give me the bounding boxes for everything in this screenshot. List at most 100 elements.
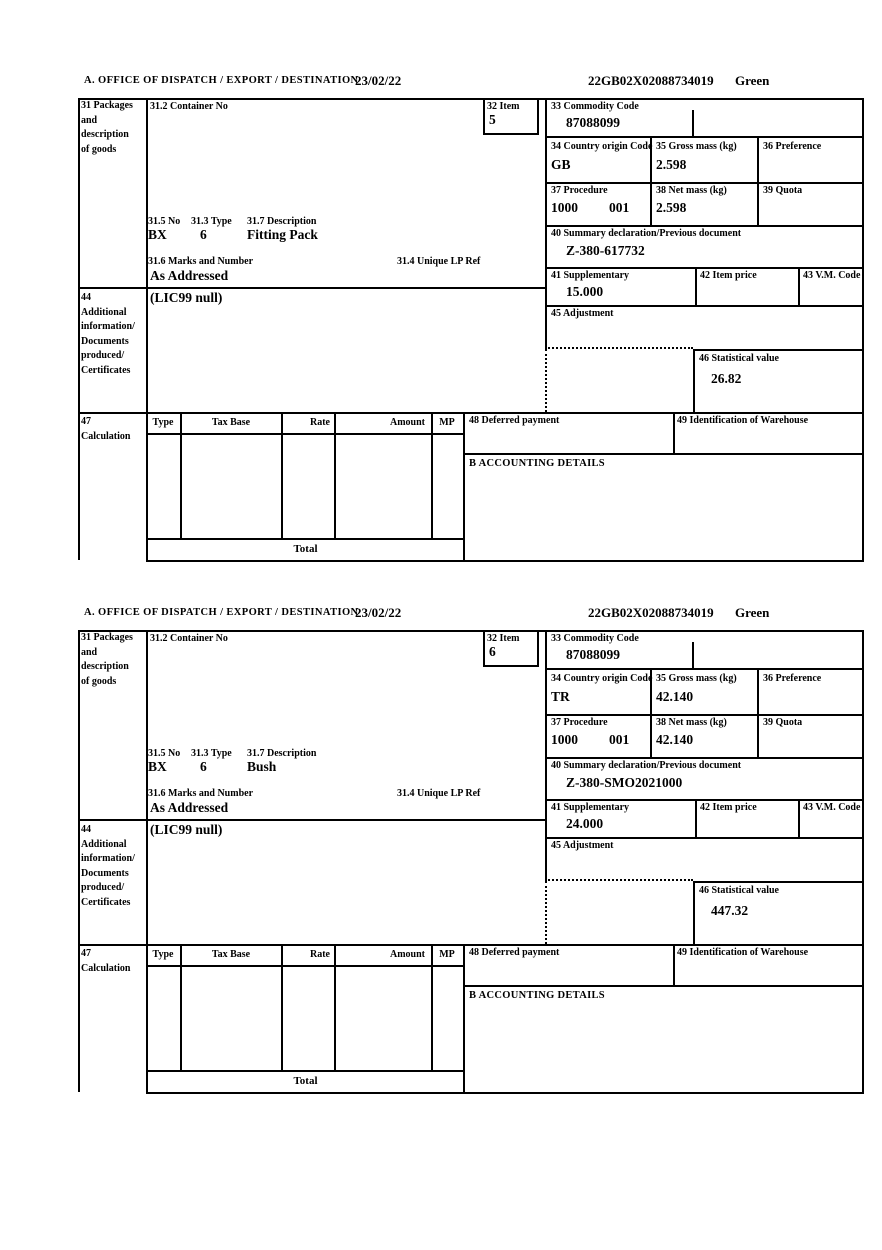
box32-item-box — [483, 630, 539, 667]
border-line — [673, 412, 675, 453]
marks-label: 31.6 Marks and Number — [148, 256, 254, 267]
calc-col-mp: MP — [439, 417, 455, 428]
calc-col-rate: Rate — [310, 949, 330, 960]
box31-packages-label: 31 Packages and description of goods — [81, 100, 133, 155]
commodity-code-label: 33 Commodity Code — [551, 101, 639, 112]
item-number-label: 32 Item — [487, 633, 520, 644]
box32-item-box — [483, 98, 539, 135]
border-line — [545, 714, 864, 716]
additional-info-value: (LIC99 null) — [150, 822, 223, 837]
gross-mass-label: 35 Gross mass (kg) — [656, 673, 737, 684]
net-mass-value: 2.598 — [656, 200, 687, 215]
border-line — [545, 305, 864, 307]
border-line — [78, 287, 547, 289]
previous-document-value: Z-380-SMO2021000 — [566, 775, 683, 790]
commodity-code-divider — [692, 110, 694, 138]
previous-document-label: 40 Summary declaration/Previous document — [551, 760, 742, 771]
dotted-border-line — [545, 349, 547, 412]
net-mass-value: 42.140 — [656, 732, 694, 747]
border-line — [281, 412, 283, 538]
border-line — [650, 136, 652, 225]
package-no-value: BX — [148, 759, 167, 774]
calc-col-type: Type — [152, 417, 174, 428]
border-line — [545, 182, 864, 184]
border-line — [545, 837, 864, 839]
country-origin-label: 34 Country origin Code — [551, 673, 653, 684]
commodity-code-value: 87088099 — [566, 115, 620, 130]
box31-packages-label: 31 Packages and description of goods — [81, 632, 133, 687]
border-line — [146, 1092, 864, 1094]
box44-additional-info-label: 44 Additional information/ Documents pro… — [81, 292, 135, 376]
marks-value: As Addressed — [150, 268, 229, 283]
total-label: Total — [293, 1075, 318, 1087]
country-origin-label: 34 Country origin Code — [551, 141, 653, 152]
border-line — [78, 944, 864, 946]
country-origin-value: GB — [551, 157, 571, 172]
marks-label: 31.6 Marks and Number — [148, 788, 254, 799]
border-line — [78, 630, 80, 1092]
calc-col-type: Type — [152, 949, 174, 960]
border-line — [78, 819, 547, 821]
mrn-value: 22GB02X02088734019 — [588, 73, 714, 88]
previous-document-value: Z-380-617732 — [566, 243, 645, 258]
preference-label: 36 Preference — [763, 673, 822, 684]
border-line — [545, 757, 864, 759]
office-of-dispatch-label: A. OFFICE OF DISPATCH / EXPORT / DESTINA… — [84, 607, 359, 618]
border-line — [545, 630, 547, 881]
description-label: 31.7 Description — [247, 216, 317, 227]
package-type-value: 6 — [200, 759, 207, 774]
box44-additional-info-label: 44 Additional information/ Documents pro… — [81, 824, 135, 908]
border-line — [798, 267, 800, 305]
item-number-value: 6 — [489, 644, 496, 659]
marks-value: As Addressed — [150, 800, 229, 815]
gross-mass-label: 35 Gross mass (kg) — [656, 141, 737, 152]
calc-col-rate: Rate — [310, 417, 330, 428]
dotted-border-line — [545, 347, 693, 349]
warehouse-id-label: 49 Identification of Warehouse — [677, 947, 809, 958]
border-line — [431, 944, 433, 1070]
border-line — [650, 668, 652, 757]
routing-value: Green — [735, 605, 770, 620]
description-value: Bush — [247, 759, 277, 774]
additional-info-value: (LIC99 null) — [150, 290, 223, 305]
calc-col-taxbase: Tax Base — [211, 949, 251, 960]
dotted-border-line — [545, 881, 547, 944]
border-line — [146, 560, 864, 562]
border-line — [78, 412, 864, 414]
supplementary-value: 24.000 — [566, 816, 604, 831]
statistical-value: 447.32 — [711, 903, 749, 918]
previous-document-label: 40 Summary declaration/Previous document — [551, 228, 742, 239]
border-line — [78, 98, 80, 560]
gross-mass-value: 42.140 — [656, 689, 694, 704]
border-line — [146, 98, 148, 560]
mrn-value: 22GB02X02088734019 — [588, 605, 714, 620]
net-mass-label: 38 Net mass (kg) — [656, 717, 727, 728]
declaration-item-section: A. OFFICE OF DISPATCH / EXPORT / DESTINA… — [78, 602, 864, 1096]
box47-calculation-label: 47 Calculation — [81, 416, 131, 442]
statistical-value-label: 46 Statistical value — [699, 353, 779, 364]
border-line — [463, 944, 465, 1092]
container-no-label: 31.2 Container No — [150, 101, 228, 112]
border-line — [695, 267, 697, 305]
border-line — [78, 98, 864, 100]
total-label: Total — [293, 543, 318, 555]
border-line — [545, 799, 864, 801]
acceptance-date-value: 23/02/22 — [355, 605, 402, 620]
package-type-value: 6 — [200, 227, 207, 242]
description-value: Fitting Pack — [247, 227, 318, 242]
item-price-label: 42 Item price — [700, 802, 757, 813]
procedure-value: 1000 — [551, 200, 578, 215]
border-line — [545, 136, 864, 138]
acceptance-date-value: 23/02/22 — [355, 73, 402, 88]
calc-col-amount: Amount — [389, 417, 425, 428]
package-type-label: 31.3 Type — [191, 216, 232, 227]
accounting-details-label: B ACCOUNTING DETAILS — [469, 990, 605, 1001]
border-line — [545, 668, 864, 670]
commodity-code-divider — [692, 642, 694, 670]
procedure-label: 37 Procedure — [551, 717, 608, 728]
item-price-label: 42 Item price — [700, 270, 757, 281]
unique-lp-ref-label: 31.4 Unique LP Ref — [397, 788, 481, 799]
procedure-extra-value: 001 — [609, 200, 630, 215]
procedure-extra-value: 001 — [609, 732, 630, 747]
border-line — [695, 799, 697, 837]
